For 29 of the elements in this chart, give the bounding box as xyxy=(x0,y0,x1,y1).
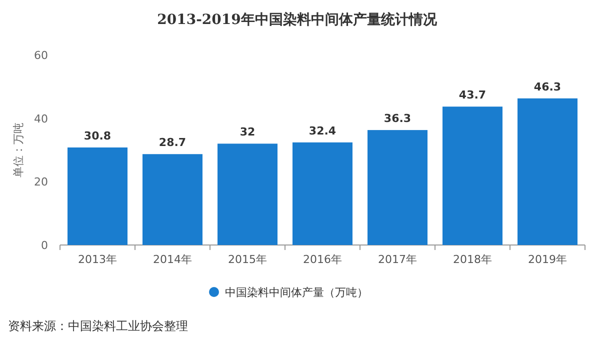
bar xyxy=(518,98,578,245)
text: 资料来源：中国染料工业协会整理 xyxy=(8,319,188,333)
y-tick-label: 60 xyxy=(34,49,48,62)
x-tick-label: 2017年 xyxy=(378,253,417,266)
bar xyxy=(368,130,428,245)
data-label: 28.7 xyxy=(158,136,186,150)
legend-label: 中国染料中间体产量（万吨） xyxy=(225,286,368,299)
x-tick-label: 2013年 xyxy=(78,253,117,266)
bar xyxy=(292,142,352,245)
x-tick-label: 2016年 xyxy=(303,253,342,266)
x-tick-label: 2015年 xyxy=(228,253,267,266)
bar xyxy=(442,106,502,245)
data-label: 32 xyxy=(240,126,256,139)
data-label: 30.8 xyxy=(84,129,112,142)
y-axis-title: 单位：万吨 xyxy=(12,122,25,178)
x-tick-label: 2014年 xyxy=(153,253,192,266)
y-tick-label: 0 xyxy=(41,239,48,252)
y-tick-label: 20 xyxy=(34,176,48,189)
bar xyxy=(142,154,202,245)
data-label: 43.7 xyxy=(458,88,486,102)
bar xyxy=(68,147,128,245)
data-label: 36.3 xyxy=(384,112,412,126)
data-label: 46.3 xyxy=(534,80,562,94)
chart-title: 2013-2019年中国染料中间体产量统计情况 xyxy=(157,11,438,28)
x-tick-label: 2019年 xyxy=(528,253,567,266)
bar xyxy=(218,144,278,245)
y-tick-label: 40 xyxy=(34,112,48,126)
x-tick-label: 2018年 xyxy=(453,253,492,266)
data-label: 32.4 xyxy=(308,124,336,138)
